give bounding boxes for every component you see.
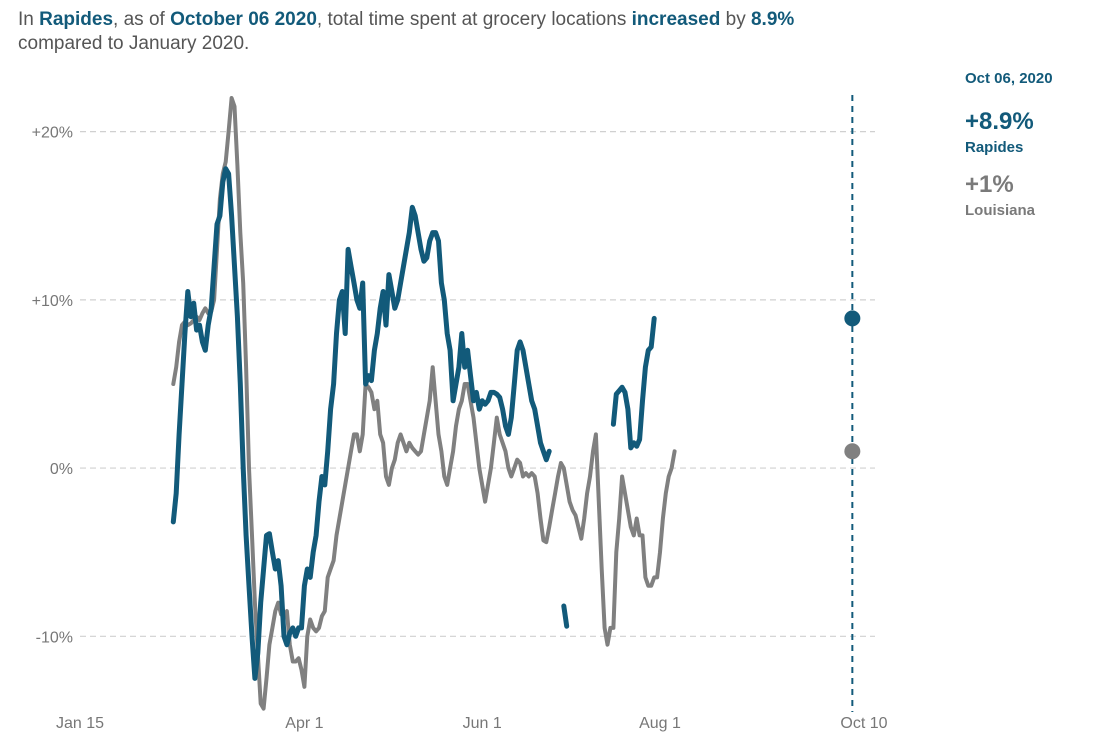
- legend-date: Oct 06, 2020: [965, 70, 1053, 87]
- endpoint-dots: [844, 310, 861, 460]
- headline-place: Rapides: [39, 9, 114, 30]
- legend-local-name: Rapides: [965, 139, 1024, 156]
- x-axis-labels: Jan 15 Apr 1 Jun 1 Aug 1 Oct 10: [56, 715, 888, 732]
- headline-mid1: , as of: [113, 9, 171, 30]
- y-tick-label: -10%: [36, 629, 73, 646]
- legend: Oct 06, 2020 +8.9% Rapides +1% Louisiana: [965, 70, 1095, 235]
- headline-change: 8.9%: [750, 9, 795, 30]
- x-tick-label: Apr 1: [285, 715, 323, 732]
- y-tick-label: +10%: [32, 293, 73, 310]
- headline-prefix: In: [18, 9, 40, 30]
- y-axis-labels: +20% +10% 0% -10%: [32, 125, 73, 647]
- headline: In Rapides, as of October 06 2020, total…: [18, 8, 918, 56]
- y-tick-label: +20%: [32, 125, 73, 142]
- headline-suffix: compared to January 2020.: [18, 33, 250, 54]
- endpoint-dot-louisiana: [844, 443, 861, 460]
- legend-state-value: +1%: [965, 171, 1014, 198]
- series-line-rapides: [610, 315, 657, 451]
- headline-mid2: , total time spent at grocery locations: [316, 9, 632, 30]
- headline-mid3: by: [720, 9, 751, 30]
- y-tick-label: 0%: [50, 461, 73, 478]
- legend-local-value: +8.9%: [965, 108, 1034, 135]
- x-tick-label: Jan 15: [56, 715, 104, 732]
- series-line-rapides: [170, 166, 552, 681]
- headline-direction: increased: [631, 9, 721, 30]
- series-line-rapides: [561, 603, 570, 629]
- endpoint-dot-rapides: [844, 310, 861, 327]
- legend-state-name: Louisiana: [965, 202, 1036, 219]
- x-tick-label: Oct 10: [840, 715, 887, 732]
- x-tick-label: Aug 1: [639, 715, 681, 732]
- x-tick-label: Jun 1: [463, 715, 502, 732]
- series-lines: [170, 96, 677, 711]
- headline-date: October 06 2020: [170, 9, 317, 30]
- grid-lines: [80, 131, 875, 637]
